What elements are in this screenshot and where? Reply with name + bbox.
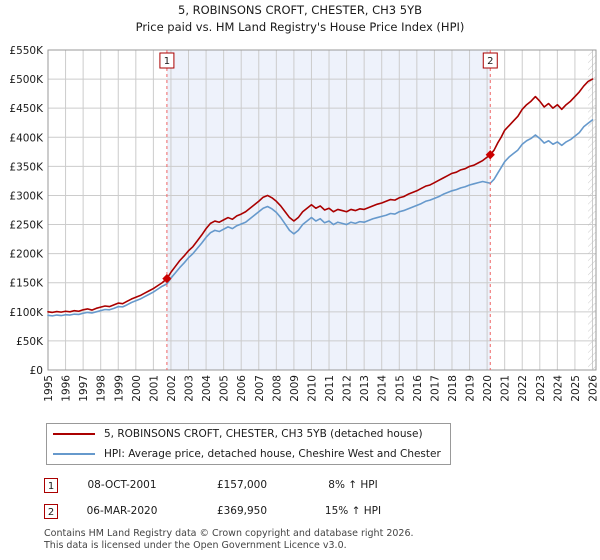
- status-badge: 2: [44, 503, 58, 519]
- svg-text:2017: 2017: [429, 375, 441, 402]
- svg-text:2026: 2026: [587, 375, 599, 402]
- svg-text:2008: 2008: [271, 375, 283, 402]
- page-title: 5, ROBINSONS CROFT, CHESTER, CH3 5YB: [178, 3, 422, 17]
- svg-text:2013: 2013: [359, 375, 371, 402]
- svg-text:2019: 2019: [465, 375, 477, 402]
- svg-text:2001: 2001: [148, 375, 160, 402]
- legend-item-hpi: HPI: Average price, detached house, Ches…: [47, 444, 450, 464]
- status-badge: 1: [44, 477, 58, 493]
- incomplete-period-hatch: [588, 50, 596, 370]
- svg-text:2005: 2005: [219, 375, 231, 402]
- footer-line-licence: This data is licensed under the Open Gov…: [44, 539, 347, 551]
- footer-line-copyright: Contains HM Land Registry data © Crown c…: [44, 528, 414, 539]
- transaction-price: £157,000: [216, 479, 268, 491]
- page-subtitle: Price paid vs. HM Land Registry's House …: [135, 20, 465, 34]
- svg-text:£350K: £350K: [9, 161, 44, 173]
- transaction-hpi-delta: 8% ↑ HPI: [328, 479, 378, 491]
- x-axis-tick-labels: 1995 1996 1997 1998 1999 2000 2001 2002 2003 2004…: [43, 375, 599, 402]
- grid-lines: [47, 49, 597, 371]
- svg-text:£150K: £150K: [9, 278, 44, 290]
- svg-text:2009: 2009: [289, 375, 301, 402]
- svg-text:£450K: £450K: [9, 103, 44, 115]
- legend-label-price: 5, ROBINSONS CROFT, CHESTER, CH3 5YB (de…: [104, 428, 423, 440]
- svg-text:£300K: £300K: [9, 190, 44, 202]
- svg-text:£50K: £50K: [16, 336, 44, 348]
- svg-text:2002: 2002: [166, 375, 178, 402]
- series-lines: [47, 78, 594, 317]
- svg-text:2021: 2021: [500, 375, 512, 402]
- svg-text:1999: 1999: [113, 375, 125, 402]
- svg-text:£200K: £200K: [9, 249, 44, 261]
- svg-text:2024: 2024: [552, 375, 564, 402]
- svg-text:2006: 2006: [236, 375, 248, 402]
- chart-title-block: 5, ROBINSONS CROFT, CHESTER, CH3 5YB Pri…: [0, 2, 600, 36]
- svg-text:2011: 2011: [324, 375, 336, 402]
- svg-text:2: 2: [487, 56, 493, 67]
- transaction-hpi-delta: 15% ↑ HPI: [324, 505, 382, 517]
- svg-text:2003: 2003: [184, 375, 196, 402]
- legend-swatch-price-icon: [53, 433, 95, 435]
- table-row: 1 08-OCT-2001 £157,000 8% ↑ HPI: [44, 472, 464, 498]
- svg-text:£250K: £250K: [9, 220, 44, 232]
- transaction-markers: [162, 150, 495, 284]
- transaction-date: 06-MAR-2020: [86, 505, 158, 517]
- svg-text:£0: £0: [30, 365, 43, 377]
- svg-text:2004: 2004: [201, 375, 213, 402]
- table-row: 2 06-MAR-2020 £369,950 15% ↑ HPI: [44, 498, 464, 524]
- svg-text:2023: 2023: [535, 375, 547, 402]
- legend-swatch-hpi-icon: [53, 453, 95, 455]
- svg-text:1: 1: [164, 56, 170, 67]
- svg-text:2000: 2000: [131, 375, 143, 402]
- svg-text:2022: 2022: [517, 375, 529, 402]
- svg-text:1995: 1995: [43, 375, 55, 402]
- svg-text:2010: 2010: [306, 375, 318, 402]
- svg-text:2020: 2020: [482, 375, 494, 402]
- legend-item-price: 5, ROBINSONS CROFT, CHESTER, CH3 5YB (de…: [47, 424, 450, 444]
- svg-text:2016: 2016: [412, 375, 424, 402]
- transactions-table: 1 08-OCT-2001 £157,000 8% ↑ HPI 2 06-MAR…: [44, 472, 464, 524]
- svg-text:2025: 2025: [570, 375, 582, 402]
- marker-guide-lines: [166, 50, 491, 370]
- attribution-footer: Contains HM Land Registry data © Crown c…: [44, 528, 584, 551]
- svg-text:1998: 1998: [96, 375, 108, 402]
- svg-text:1996: 1996: [61, 375, 73, 402]
- svg-text:2014: 2014: [377, 375, 389, 402]
- chart-plot-area: £0 £50K £100K £150K £200K £250K £300K £350K £400…: [9, 45, 599, 402]
- svg-text:2015: 2015: [394, 375, 406, 402]
- price-history-chart: £0 £50K £100K £150K £200K £250K £300K £350K £400…: [9, 45, 599, 402]
- svg-text:£400K: £400K: [9, 132, 44, 144]
- svg-text:£500K: £500K: [9, 74, 44, 86]
- svg-text:£550K: £550K: [9, 45, 44, 57]
- chart-legend: 5, ROBINSONS CROFT, CHESTER, CH3 5YB (de…: [46, 423, 451, 465]
- svg-text:1997: 1997: [78, 375, 90, 402]
- legend-label-hpi: HPI: Average price, detached house, Ches…: [104, 448, 441, 460]
- transaction-date: 08-OCT-2001: [87, 479, 157, 491]
- svg-text:2018: 2018: [447, 375, 459, 402]
- svg-text:2012: 2012: [342, 375, 354, 402]
- transaction-price: £369,950: [216, 505, 268, 517]
- svg-text:2007: 2007: [254, 375, 266, 402]
- y-axis-tick-labels: £0 £50K £100K £150K £200K £250K £300K £350K £400…: [9, 45, 44, 377]
- svg-text:£100K: £100K: [9, 307, 44, 319]
